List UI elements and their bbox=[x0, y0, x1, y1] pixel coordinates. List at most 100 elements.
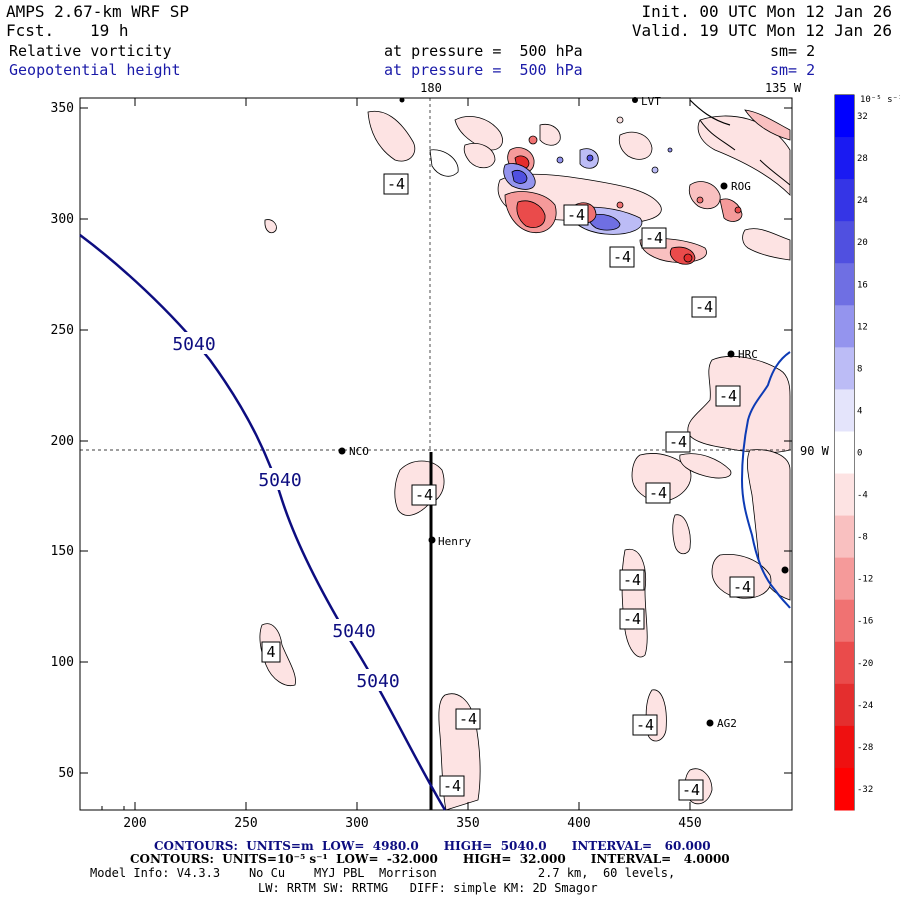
weather-map: 5040 5040 5040 5040 -4 -4 -4 -4 -4 -4 -4… bbox=[51, 81, 900, 830]
lon-label-135w: 135 W bbox=[765, 81, 802, 95]
colorbar-tick-label: -4 bbox=[857, 491, 868, 501]
colorbar-cell bbox=[835, 347, 854, 390]
vort-label: -4 bbox=[459, 710, 477, 728]
colorbar-cell bbox=[835, 221, 854, 264]
vorticity-shading bbox=[259, 109, 791, 811]
station-marker-lvt bbox=[632, 97, 638, 103]
colorbar-cell bbox=[835, 641, 854, 685]
lon-label-90w: 90 W bbox=[800, 444, 830, 458]
colorbar-cell bbox=[835, 725, 854, 769]
field2-name: Geopotential height bbox=[9, 61, 181, 79]
station-label-hrc: HRC bbox=[738, 348, 758, 361]
station-marker-rog bbox=[720, 182, 728, 190]
station-marker-top bbox=[399, 97, 405, 103]
x-tick-label: 300 bbox=[345, 816, 368, 830]
y-tick-label: 50 bbox=[58, 766, 74, 781]
vort-label: -4 bbox=[682, 781, 700, 799]
forecast-label: Fcst. bbox=[6, 21, 55, 40]
vort-label: -4 bbox=[415, 486, 433, 504]
field1-name: Relative vorticity bbox=[9, 42, 172, 60]
station-label-rog: ROG bbox=[731, 180, 751, 193]
vorticity-labels: -4 -4 -4 -4 -4 -4 -4 -4 -4 -4 -4 -4 -4 -… bbox=[261, 173, 755, 801]
station-marker-nco bbox=[338, 447, 346, 455]
lon-label-180: 180 bbox=[420, 81, 442, 95]
footer-vorticity-contours: CONTOURS: UNITS=10⁻⁵ s⁻¹ LOW= -32.000 HI… bbox=[130, 852, 730, 866]
footer-model-info: Model Info: V4.3.3 No Cu MYJ PBL Morriso… bbox=[90, 866, 676, 880]
station-label-henry: Henry bbox=[438, 535, 471, 548]
vort-label: -4 bbox=[623, 571, 641, 589]
colorbar-tick-label: -16 bbox=[857, 617, 873, 627]
field2-pressure: at pressure = 500 hPa bbox=[384, 61, 583, 79]
model-title: AMPS 2.67-km WRF SP bbox=[6, 2, 190, 21]
y-tick-label: 150 bbox=[51, 544, 74, 559]
station-marker-henry bbox=[428, 536, 436, 544]
colorbar-tick-label: -20 bbox=[857, 659, 873, 669]
vort-label: -4 bbox=[695, 298, 713, 316]
coastline bbox=[740, 351, 791, 609]
vort-label: -4 bbox=[733, 578, 751, 596]
colorbar-tick-label: 4 bbox=[857, 406, 862, 416]
colorbar-tick-label: 24 bbox=[857, 196, 868, 206]
x-tick-label: 400 bbox=[567, 816, 590, 830]
colorbar-cell bbox=[835, 179, 854, 222]
height-label-4: 5040 bbox=[356, 671, 399, 692]
colorbar-cell bbox=[835, 95, 854, 138]
y-tick-label: 200 bbox=[51, 434, 74, 449]
height-label-1: 5040 bbox=[172, 334, 215, 355]
y-tick-label: 250 bbox=[51, 323, 74, 338]
x-tick-label: 200 bbox=[123, 816, 146, 830]
colorbar-tick-label: 32 bbox=[857, 112, 868, 122]
y-tick-label: 100 bbox=[51, 655, 74, 670]
height-label-2: 5040 bbox=[258, 470, 301, 491]
stations: NCO Henry HRC AG2 ROG LVT bbox=[338, 95, 789, 730]
footer-height-contours: CONTOURS: UNITS=m LOW= 4980.0 HIGH= 5040… bbox=[154, 839, 711, 853]
colorbar-tick-label: 0 bbox=[857, 449, 862, 459]
x-tick-label: 350 bbox=[456, 816, 479, 830]
colorbar-cell bbox=[835, 683, 854, 727]
field1-smoothing: sm= 2 bbox=[770, 42, 816, 60]
field2-smoothing: sm= 2 bbox=[770, 61, 816, 79]
vort-label: -4 bbox=[649, 484, 667, 502]
colorbar-tick-label: 16 bbox=[857, 280, 868, 290]
field1-pressure: at pressure = 500 hPa bbox=[384, 42, 583, 60]
colorbar-cell bbox=[835, 599, 854, 643]
vort-label: -4 bbox=[567, 206, 585, 224]
label-bg bbox=[168, 332, 220, 354]
vort-label: -4 bbox=[387, 175, 405, 193]
colorbar-tick-label: -32 bbox=[857, 785, 873, 795]
colorbar-tick-label: 20 bbox=[857, 238, 868, 248]
y-tick-label: 300 bbox=[51, 212, 74, 227]
colorbar-cell bbox=[835, 767, 854, 811]
station-marker-hrc bbox=[727, 350, 735, 358]
colorbar-cell bbox=[835, 263, 854, 306]
vort-label: -4 bbox=[669, 433, 687, 451]
colorbar-unit: 10⁻⁵ s⁻¹ bbox=[860, 95, 900, 105]
y-tick-label: 350 bbox=[51, 101, 74, 116]
station-marker-edge bbox=[781, 566, 789, 574]
colorbar-tick-label: 12 bbox=[857, 322, 868, 332]
colorbar: 32 28 24 20 16 12 8 4 0 -4 -8 -12 -16 -20 -24 -28 -32 10… bbox=[834, 94, 900, 811]
station-label-lvt: LVT bbox=[641, 95, 661, 108]
vort-label: -4 bbox=[623, 610, 641, 628]
x-axis bbox=[101, 98, 691, 810]
colorbar-cell bbox=[835, 473, 854, 517]
colorbar-cell bbox=[835, 557, 854, 601]
vort-label: -4 bbox=[719, 387, 737, 405]
station-marker-ag2 bbox=[706, 719, 714, 727]
vort-label: -4 bbox=[636, 716, 654, 734]
vort-label: -4 bbox=[613, 248, 631, 266]
footer-physics-info: LW: RRTM SW: RRTMG DIFF: simple KM: 2D S… bbox=[258, 881, 598, 895]
colorbar-tick-label: -8 bbox=[857, 533, 868, 543]
colorbar-tick-label: 8 bbox=[857, 364, 862, 374]
colorbar-tick-label: -24 bbox=[857, 701, 873, 711]
init-time: Init. 00 UTC Mon 12 Jan 26 bbox=[641, 2, 892, 21]
station-label-nco: NCO bbox=[349, 445, 369, 458]
station-label-ag2: AG2 bbox=[717, 717, 737, 730]
valid-time: Valid. 19 UTC Mon 12 Jan 26 bbox=[631, 21, 892, 40]
x-tick-label: 450 bbox=[678, 816, 701, 830]
forecast-hour: 19 h bbox=[90, 21, 129, 40]
vort-label: -4 bbox=[443, 777, 461, 795]
height-label-3: 5040 bbox=[332, 621, 375, 642]
vort-label: 4 bbox=[266, 643, 275, 661]
vort-label: -4 bbox=[645, 229, 663, 247]
